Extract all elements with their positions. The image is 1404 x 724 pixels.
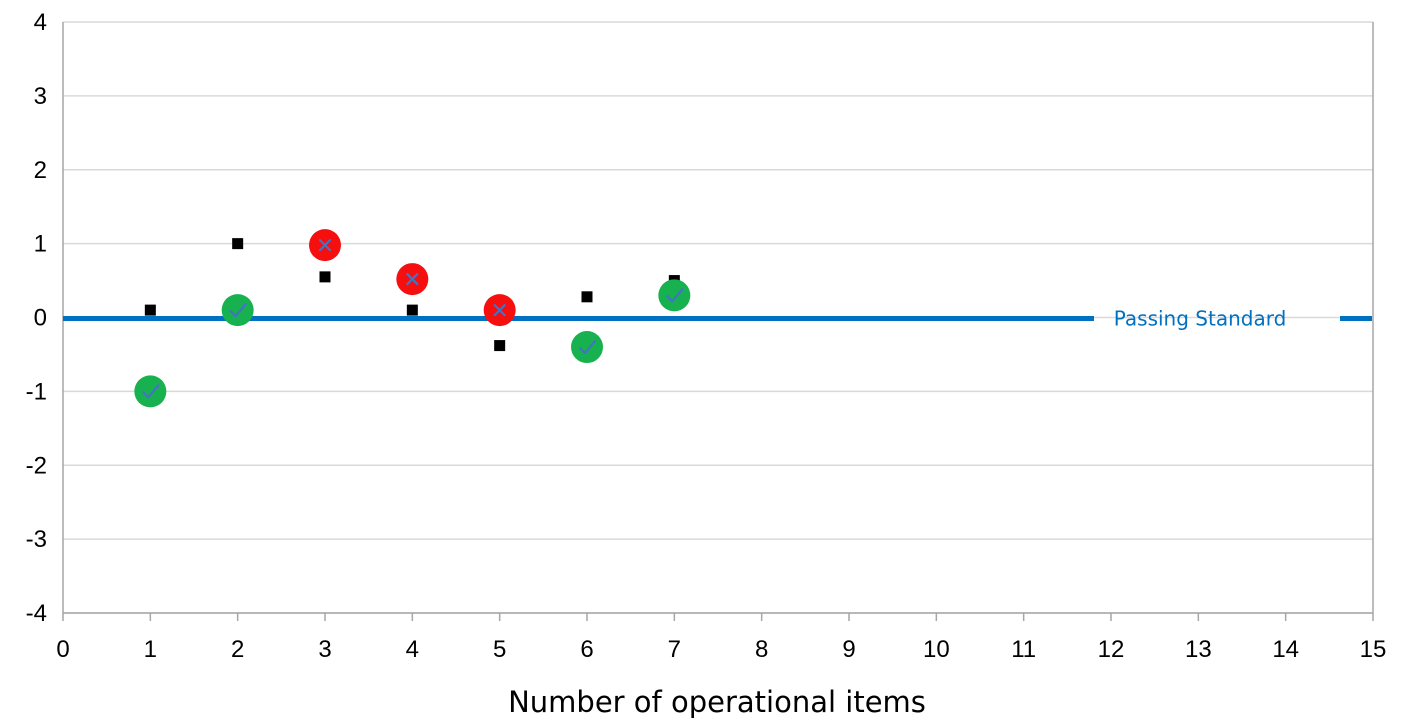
check-icon <box>142 384 160 399</box>
pass-point <box>571 331 603 364</box>
x-tick-label: 8 <box>755 636 768 663</box>
y-tick-label: 1 <box>34 231 47 258</box>
cross-icon <box>406 272 419 286</box>
passing-standard: Passing Standard <box>63 307 1372 331</box>
x-tick-label: 11 <box>1011 636 1036 663</box>
fail-point <box>483 294 516 327</box>
square-point <box>144 304 156 316</box>
x-tick-label: 13 <box>1185 636 1212 663</box>
x-tick-label: 5 <box>493 636 506 663</box>
marker-circle <box>658 279 691 312</box>
square-point <box>406 304 418 316</box>
pass-point <box>221 294 254 327</box>
cross-icon <box>318 239 332 252</box>
y-tick-label: 2 <box>34 157 47 184</box>
marker-circle <box>134 375 167 408</box>
x-tick-label: 6 <box>580 636 593 663</box>
x-tick-label: 9 <box>842 636 855 663</box>
fail-point <box>396 263 429 296</box>
cross-icon <box>493 304 506 317</box>
y-tick-label: 3 <box>34 83 47 110</box>
fail-point <box>309 229 341 262</box>
pass-point <box>658 279 691 312</box>
x-tick-label: 15 <box>1360 636 1387 663</box>
x-tick-label: 14 <box>1272 636 1299 663</box>
x-tick-label: 4 <box>406 636 419 663</box>
check-icon <box>578 339 597 355</box>
x-tick-label: 10 <box>923 636 950 663</box>
check-icon <box>229 303 247 318</box>
marker-circle <box>221 294 254 327</box>
x-tick-label: 7 <box>668 636 681 663</box>
y-tick-label: 0 <box>34 305 47 332</box>
x-tick-label: 0 <box>56 636 69 663</box>
y-tick-label: -3 <box>26 526 47 553</box>
y-tick-label: -2 <box>26 452 47 479</box>
circle-series <box>134 229 691 408</box>
x-axis-label: Number of operational items <box>508 685 926 719</box>
y-tick-label: -4 <box>26 600 47 627</box>
check-icon <box>666 288 684 303</box>
axes <box>62 22 1374 621</box>
square-point <box>232 238 244 250</box>
passing-standard-label: Passing Standard <box>1114 307 1287 331</box>
square-point <box>319 271 331 283</box>
pass-point <box>134 375 167 408</box>
y-tick-label: -1 <box>26 378 47 405</box>
x-tick-label: 3 <box>318 636 331 663</box>
x-tick-label: 12 <box>1098 636 1125 663</box>
x-tick-label: 2 <box>231 636 244 663</box>
marker-circle <box>571 331 603 364</box>
y-tick-label: 4 <box>34 9 47 36</box>
square-point <box>581 291 593 303</box>
square-point <box>494 340 506 352</box>
x-tick-label: 1 <box>144 636 157 663</box>
